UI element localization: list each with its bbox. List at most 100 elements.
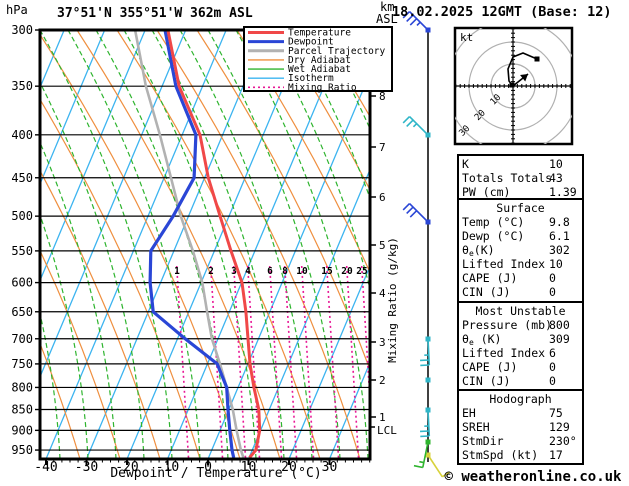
panel-row-value: 6.1 [549,229,570,243]
panel-row-value: 75 [549,406,563,420]
wind-barb-full [406,206,414,215]
legend-label: Isotherm [288,73,334,84]
dewpoint-curve [148,29,236,458]
x-tick-label: -10 [156,460,179,475]
isotherm-line [45,30,227,459]
legend-box [243,26,393,92]
mixing-ratio-line [283,265,298,459]
panel-row-value: 800 [549,318,570,332]
pressure-axis-unit: hPa [6,3,28,17]
km-tick-label: 6 [379,191,386,204]
watermark: © weatheronline.co.uk [444,469,622,485]
wind-barb-half [419,460,424,464]
panel-row-label: CIN (J) [462,285,510,299]
isotherm-line [40,30,146,283]
panel-section-header: Most Unstable [475,304,565,318]
wet-adiabat-line [179,30,313,459]
pressure-tick-label: 300 [11,23,33,37]
panel-row-value: 309 [549,332,570,346]
hodograph-trace-marker [509,82,515,88]
pressure-tick-label: 650 [11,305,33,319]
dry-adiabat-line [40,341,81,459]
x-tick-label: -20 [115,460,138,475]
wet-adiabat-line [40,213,89,459]
mixing-ratio-line [345,265,360,459]
page-title: 37°51'N 355°51'W 362m ASL [57,6,253,21]
legend-label: Parcel Trajectory [288,46,386,57]
x-axis-label: Dewpoint / Temperature (°C) [110,466,321,481]
mixing-ratio-value-label: 15 [321,266,333,277]
panel-row-value: 17 [549,448,563,462]
pressure-gridlines [40,29,370,451]
dry-adiabat-line [40,98,201,459]
panel-row-label: θe(K) [462,243,495,258]
dry-adiabat-line [116,30,321,459]
pressure-tick-label: 550 [11,244,33,258]
panel-row-value: 0 [549,360,556,374]
run-date: 18.02.2025 12GMT (Base: 12) [392,4,611,20]
panel-row-label: EH [462,406,476,420]
wind-barb-full [441,471,451,478]
hodograph-unit-label: kt [460,31,473,44]
wind-barb-column [402,10,451,478]
legend-label: Wet Adiabat [288,64,351,75]
pressure-tick-label: 350 [11,79,33,93]
wet-adiabat-line [40,311,61,459]
mixing-ratio-value-label: 4 [245,266,251,277]
km-tick-label: 7 [379,141,386,154]
wet-adiabat-line [40,141,117,459]
mixing-ratio-line [175,265,190,459]
isotherm-line [40,30,106,186]
wet-adiabat-line [40,30,173,459]
mixing-ratio-value-label: 1 [174,266,180,277]
panel-row-value: 6 [549,346,556,360]
wind-barb-staff [422,441,429,468]
wet-adiabat-line [151,30,285,459]
x-tick-label: -30 [75,460,98,475]
temperature-curve [166,29,262,459]
pressure-tick-label: 400 [11,128,33,142]
wet-adiabat-line [123,30,257,459]
storm-motion-arrowhead [520,74,528,82]
wet-adiabat-line [207,30,341,459]
km-tick-label: 3 [379,336,386,349]
panel-row-value: 230° [549,434,577,448]
pressure-tick-label: 500 [11,209,33,223]
dry-adiabat-line [40,249,121,459]
panel-row-label: CAPE (J) [462,360,517,374]
sounding-curves [133,29,262,459]
mixing-ratio-value-label: 6 [267,266,273,277]
panel-row-label: CAPE (J) [462,271,517,285]
panel-row-label: Lifted Index [462,257,545,271]
wind-barb-full [409,210,418,218]
km-axis: 8 7 6 5 4 3 2 1 [370,90,386,428]
mixing-ratio-line [300,265,315,459]
panel-row-label: Totals Totals [462,171,552,185]
parcel-trajectory-curve [133,29,245,459]
isotherm-line [85,30,268,459]
dry-adiabat-line [76,30,281,459]
km-axis-unit-2: ASL [376,12,398,26]
wet-adiabat-line [40,81,145,459]
panel-row-value: 9.8 [549,215,570,229]
panel-section-header: Hodograph [489,392,551,406]
panel-row-value: 10 [549,257,563,271]
pressure-tick-label: 800 [11,380,33,394]
panel-row-label: Dewp (°C) [462,229,524,243]
panel-row-label: SREH [462,420,490,434]
legend-label: Mixing Ratio [288,82,357,93]
panel-row-label: StmSpd (kt) [462,448,538,462]
panel-row-value: 129 [549,420,570,434]
mixing-ratio-value-label: 2 [208,266,214,277]
x-tick-label: 0 [204,460,212,475]
wind-barb-full [406,119,414,128]
mixing-ratio-value-label: 10 [296,266,308,277]
panel-row-label: θe (K) [462,332,501,347]
mixing-ratio-line [232,265,247,459]
panel-row-label: CIN (J) [462,374,510,388]
dry-adiabat-line [40,33,241,459]
wind-barb-full [409,18,418,26]
